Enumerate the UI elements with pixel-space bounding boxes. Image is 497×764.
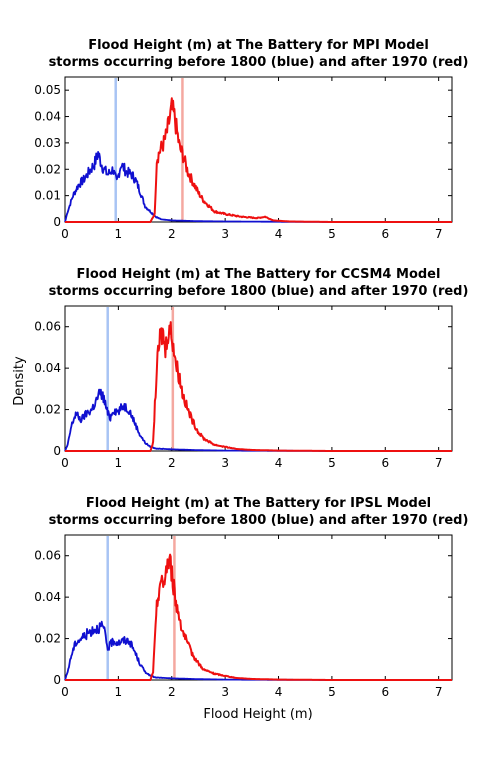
chart-panel: Flood Height (m) at The Battery for CCSM… [34, 267, 468, 470]
y-tick-label: 0.04 [34, 361, 61, 375]
chart-title-line1: Flood Height (m) at The Battery for IPSL… [86, 496, 431, 511]
density-series-post [64, 97, 453, 223]
y-tick-label: 0.04 [34, 590, 61, 604]
y-tick-label: 0.02 [34, 162, 61, 176]
chart-title-line1: Flood Height (m) at The Battery for MPI … [88, 38, 429, 53]
x-tick-label: 2 [168, 456, 176, 470]
x-tick-label: 1 [115, 227, 123, 241]
chart-title-line1: Flood Height (m) at The Battery for CCSM… [77, 267, 441, 282]
chart-title-line2: storms occurring before 1800 (blue) and … [49, 55, 469, 70]
x-tick-label: 5 [328, 456, 336, 470]
x-tick-label: 0 [61, 685, 69, 699]
y-tick-label: 0.02 [34, 632, 61, 646]
x-axis-label: Flood Height (m) [203, 707, 312, 722]
x-tick-label: 3 [221, 685, 229, 699]
plot-area [64, 534, 453, 681]
x-tick-label: 5 [328, 227, 336, 241]
y-tick-label: 0.02 [34, 403, 61, 417]
x-tick-label: 0 [61, 456, 69, 470]
y-tick-label: 0.04 [34, 110, 61, 124]
x-tick-label: 4 [275, 456, 283, 470]
y-tick-label: 0.01 [34, 189, 61, 203]
density-series-post [64, 553, 453, 681]
y-tick-label: 0.03 [34, 136, 61, 150]
y-tick-label: 0.06 [34, 549, 61, 563]
x-tick-label: 7 [435, 227, 443, 241]
chart-title-line2: storms occurring before 1800 (blue) and … [49, 284, 469, 299]
x-tick-label: 4 [275, 685, 283, 699]
chart-panel: Flood Height (m) at The Battery for MPI … [34, 38, 468, 241]
y-tick-label: 0 [53, 444, 61, 458]
y-axis-label: Density [12, 356, 27, 406]
y-tick-label: 0.06 [34, 320, 61, 334]
x-tick-label: 3 [221, 227, 229, 241]
density-series-post [64, 321, 453, 452]
y-tick-label: 0.05 [34, 83, 61, 97]
x-tick-label: 4 [275, 227, 283, 241]
panels: Flood Height (m) at The Battery for MPI … [34, 38, 468, 699]
x-tick-label: 1 [115, 685, 123, 699]
x-tick-label: 6 [381, 227, 389, 241]
chart-panel: Flood Height (m) at The Battery for IPSL… [34, 496, 468, 699]
x-tick-label: 2 [168, 227, 176, 241]
x-tick-label: 6 [381, 456, 389, 470]
plot-area [64, 305, 453, 452]
x-tick-label: 3 [221, 456, 229, 470]
y-tick-label: 0 [53, 215, 61, 229]
x-tick-label: 5 [328, 685, 336, 699]
x-tick-label: 1 [115, 456, 123, 470]
plot-area [64, 76, 453, 223]
x-tick-label: 2 [168, 685, 176, 699]
y-tick-label: 0 [53, 673, 61, 687]
x-tick-label: 7 [435, 456, 443, 470]
chart-title-line2: storms occurring before 1800 (blue) and … [49, 513, 469, 528]
x-tick-label: 7 [435, 685, 443, 699]
x-tick-label: 6 [381, 685, 389, 699]
x-tick-label: 0 [61, 227, 69, 241]
